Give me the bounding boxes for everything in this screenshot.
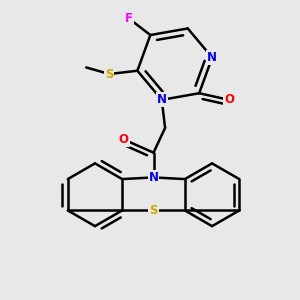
Text: O: O	[224, 93, 234, 106]
Text: S: S	[149, 204, 158, 217]
Text: O: O	[119, 133, 129, 146]
Text: N: N	[148, 171, 158, 184]
Text: N: N	[157, 93, 167, 106]
Text: N: N	[207, 51, 217, 64]
Text: S: S	[105, 68, 113, 80]
Text: F: F	[125, 12, 133, 25]
